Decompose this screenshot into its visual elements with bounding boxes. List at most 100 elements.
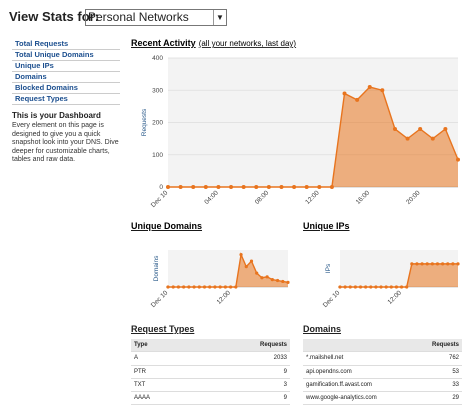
nav-link[interactable]: Total Requests: [12, 39, 120, 50]
data-point: [379, 285, 383, 289]
table-title: Domains: [303, 324, 342, 334]
data-point: [394, 285, 399, 289]
data-point: [216, 185, 221, 189]
data-point: [446, 262, 450, 266]
y-tick-label: 200: [152, 120, 163, 127]
data-point: [166, 185, 170, 189]
sidebar-text: Every element on this page is designed t…: [12, 122, 119, 163]
data-point: [255, 271, 259, 275]
table-row: A 2033: [131, 352, 290, 366]
table-row: *.mailshell.net 762: [303, 352, 462, 366]
column-header: Requests: [431, 342, 459, 348]
nav-link[interactable]: Domains: [12, 72, 120, 83]
data-point: [317, 185, 322, 189]
data-point: [435, 262, 440, 266]
table-cell: AAAA: [134, 395, 151, 402]
data-point: [249, 259, 254, 263]
data-point: [367, 85, 372, 90]
data-point: [260, 276, 264, 280]
table-row: www.google-analytics.com 29: [303, 392, 462, 405]
data-point: [304, 185, 309, 189]
table-cell: PTR: [134, 368, 146, 375]
column-header: Type: [134, 342, 148, 348]
data-point: [241, 185, 246, 189]
table-cell: 53: [452, 368, 459, 375]
header-label: View Stats for:: [9, 9, 100, 24]
data-point: [182, 285, 186, 289]
y-tick-label: 0: [159, 184, 163, 191]
data-point: [443, 126, 448, 131]
data-point: [202, 285, 207, 289]
nav-link[interactable]: Blocked Domains: [12, 83, 120, 94]
data-point: [342, 91, 347, 96]
data-point: [171, 285, 175, 289]
data-point: [343, 285, 347, 289]
network-select[interactable]: Personal Networks ▼: [85, 9, 227, 26]
data-point: [425, 262, 429, 266]
area: [168, 254, 288, 287]
data-point: [418, 126, 423, 131]
table-row: AAAA 9: [131, 392, 290, 405]
data-point: [410, 262, 414, 266]
x-tick-label: 20:00: [405, 189, 422, 206]
nav-link[interactable]: Request Types: [12, 94, 120, 105]
data-point: [191, 185, 196, 189]
chart-subtitle: (all your networks, last day): [199, 39, 297, 48]
table-cell: 9: [283, 368, 287, 375]
data-point: [384, 285, 388, 289]
table-cell: 33: [452, 381, 459, 388]
x-tick-label: 16:00: [355, 189, 372, 206]
line: [168, 86, 459, 188]
data-point: [292, 185, 297, 189]
data-point: [187, 285, 191, 289]
y-tick-label: 300: [152, 87, 163, 94]
data-point: [420, 262, 424, 266]
data-point: [399, 285, 404, 289]
data-point: [239, 253, 243, 257]
table-row: gamification.ff.avast.com 33: [303, 379, 462, 393]
y-axis-label: IPs: [325, 263, 332, 273]
data-point: [266, 185, 271, 189]
table-cell: TXT: [134, 381, 146, 388]
x-tick-label: Dec 10: [322, 289, 342, 309]
data-point: [441, 262, 445, 266]
data-point: [275, 278, 280, 283]
y-axis-label: Domains: [153, 255, 160, 281]
data-point: [192, 285, 196, 289]
table-cell: gamification.ff.avast.com: [306, 381, 372, 388]
data-point: [229, 285, 233, 289]
data-point: [456, 262, 460, 266]
table-cell: 9: [283, 395, 287, 402]
data-point: [254, 185, 259, 189]
data-point: [223, 285, 227, 289]
data-point: [415, 262, 419, 266]
data-point: [374, 285, 378, 289]
data-point: [203, 185, 208, 189]
x-tick-label: 04:00: [203, 189, 220, 206]
column-header: Requests: [259, 342, 287, 348]
data-point: [213, 285, 217, 289]
data-point: [208, 285, 212, 289]
data-point: [348, 285, 352, 289]
table: Request Types Type Requests A 2033 PTR 9 TXT 3 AA…: [131, 324, 290, 405]
table-cell: 2033: [273, 355, 287, 362]
x-tick-label: 12:00: [304, 189, 321, 206]
nav-link[interactable]: Total Unique Domains: [12, 50, 120, 61]
data-point: [430, 136, 435, 141]
dropdown-arrow[interactable]: ▼: [213, 10, 226, 25]
y-tick-label: 100: [152, 152, 163, 159]
chart-title: Recent Activity (all your networks, last …: [131, 38, 296, 48]
data-point: [338, 285, 342, 289]
data-point: [380, 88, 385, 93]
x-tick-label: 12:00: [387, 289, 404, 306]
data-point: [364, 285, 368, 289]
sidebar-title: This is your Dashboard: [12, 111, 101, 120]
data-point: [286, 280, 290, 284]
nav-link[interactable]: Unique IPs: [12, 61, 120, 72]
x-tick-label: 08:00: [254, 189, 271, 206]
data-point: [218, 285, 222, 289]
data-point: [265, 275, 269, 279]
table-header: Type Requests: [131, 339, 290, 353]
data-point: [451, 262, 455, 266]
